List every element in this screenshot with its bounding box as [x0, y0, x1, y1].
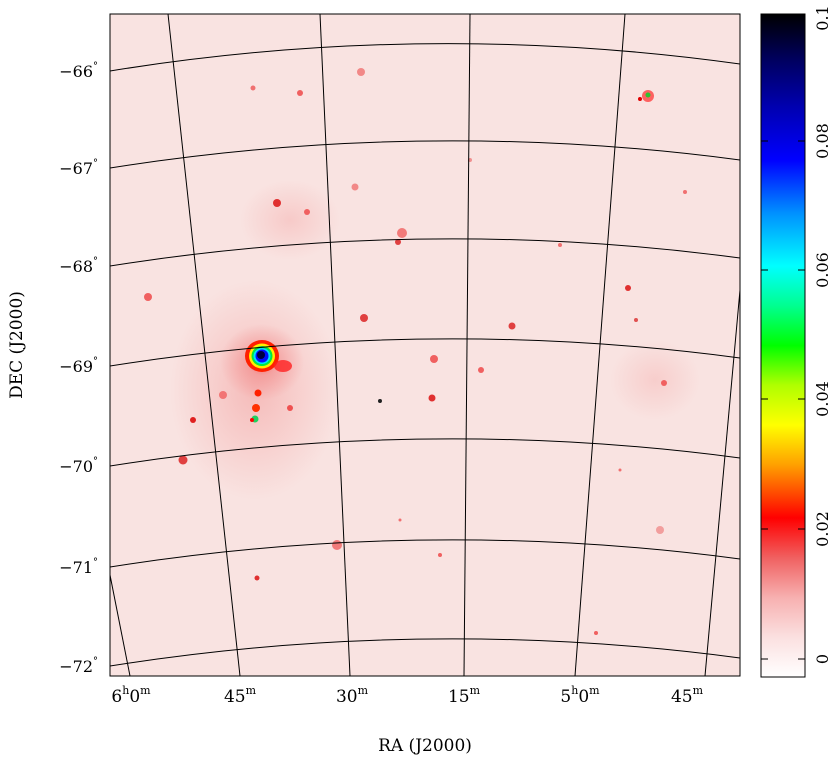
y-tick-label: −68° [59, 256, 98, 276]
dec-line [110, 539, 740, 568]
knot [254, 389, 262, 397]
knot [378, 399, 382, 403]
knot [178, 455, 188, 465]
knot [304, 209, 310, 215]
diffuse-emission-north [240, 180, 340, 260]
knot [273, 199, 281, 207]
dec-line [110, 438, 740, 467]
knot [144, 293, 152, 301]
knot [254, 575, 260, 581]
ra-line [574, 14, 626, 676]
ra-line [110, 574, 131, 676]
x-tick-label: 6h0m [111, 684, 151, 707]
coordinate-grid [110, 14, 740, 676]
x-tick-label: 45m [671, 684, 704, 707]
y-tick-label: −67° [59, 158, 98, 178]
x-tick-label: 5h0m [560, 684, 600, 707]
knot [252, 404, 260, 412]
dec-line [110, 638, 740, 667]
colorbar-tick-label: 0.02 [813, 511, 830, 547]
knot [297, 90, 303, 96]
x-tick-label: 15m [448, 684, 481, 707]
knot [438, 553, 442, 557]
dec-line [110, 140, 740, 169]
dec-line [110, 338, 740, 367]
knot [428, 394, 436, 402]
colorbar-tick-label: 0.06 [813, 252, 830, 288]
x-tick-label: 45m [224, 684, 257, 707]
knot [508, 322, 516, 330]
emission-layer [144, 68, 700, 635]
knot [219, 391, 227, 399]
ra-line [167, 14, 241, 676]
x-tick-label: 30m [336, 684, 369, 707]
dec-line [110, 238, 740, 267]
knot [638, 97, 642, 101]
ra-line [319, 14, 351, 676]
colorbar-tick-label: 0.08 [813, 123, 830, 159]
y-axis-title: DEC (J2000) [7, 291, 27, 399]
y-tick-label: −69° [59, 356, 98, 376]
bright-source-core [257, 351, 265, 359]
knot [683, 190, 687, 194]
diffuse-emission-east [610, 340, 700, 420]
knot [625, 285, 631, 291]
colorbar [760, 13, 806, 678]
knot [250, 418, 254, 422]
knot [634, 318, 638, 322]
x-axis-title: RA (J2000) [378, 736, 472, 756]
knot [190, 417, 196, 423]
colorbar-tick-label: 0.1 [813, 5, 830, 30]
knot [287, 405, 293, 411]
knot [395, 239, 401, 245]
knot [430, 355, 438, 363]
ra-line [463, 14, 471, 676]
y-axis: −66° −67° −68° −69° −70° −71° −72° [59, 61, 98, 676]
knot [360, 314, 368, 322]
colorbar-ticks [761, 140, 805, 660]
knot [398, 518, 402, 522]
y-tick-label: −71° [59, 557, 98, 577]
knot [332, 540, 342, 550]
knot [661, 380, 667, 386]
knot [558, 243, 562, 247]
y-tick-label: −70° [59, 456, 98, 476]
knot [656, 526, 664, 534]
knot-east-of-core [274, 360, 292, 372]
x-axis: 6h0m 45m 30m 15m 5h0m 45m [111, 684, 703, 707]
knot [618, 468, 622, 472]
y-tick-label: −66° [59, 61, 98, 81]
knot [397, 228, 407, 238]
knot [478, 367, 484, 373]
colorbar-tick-label: 0 [813, 654, 830, 664]
colorbar-tick-label: 0.04 [813, 381, 830, 417]
ra-line [704, 289, 740, 676]
dec-line [110, 43, 740, 72]
knot [594, 631, 598, 635]
knot [351, 183, 359, 191]
knot [250, 85, 256, 91]
knot [357, 68, 365, 76]
knot [645, 92, 651, 98]
y-tick-label: −72° [59, 656, 98, 676]
colorbar-labels: 0 0.02 0.04 0.06 0.08 0.1 [813, 5, 830, 664]
